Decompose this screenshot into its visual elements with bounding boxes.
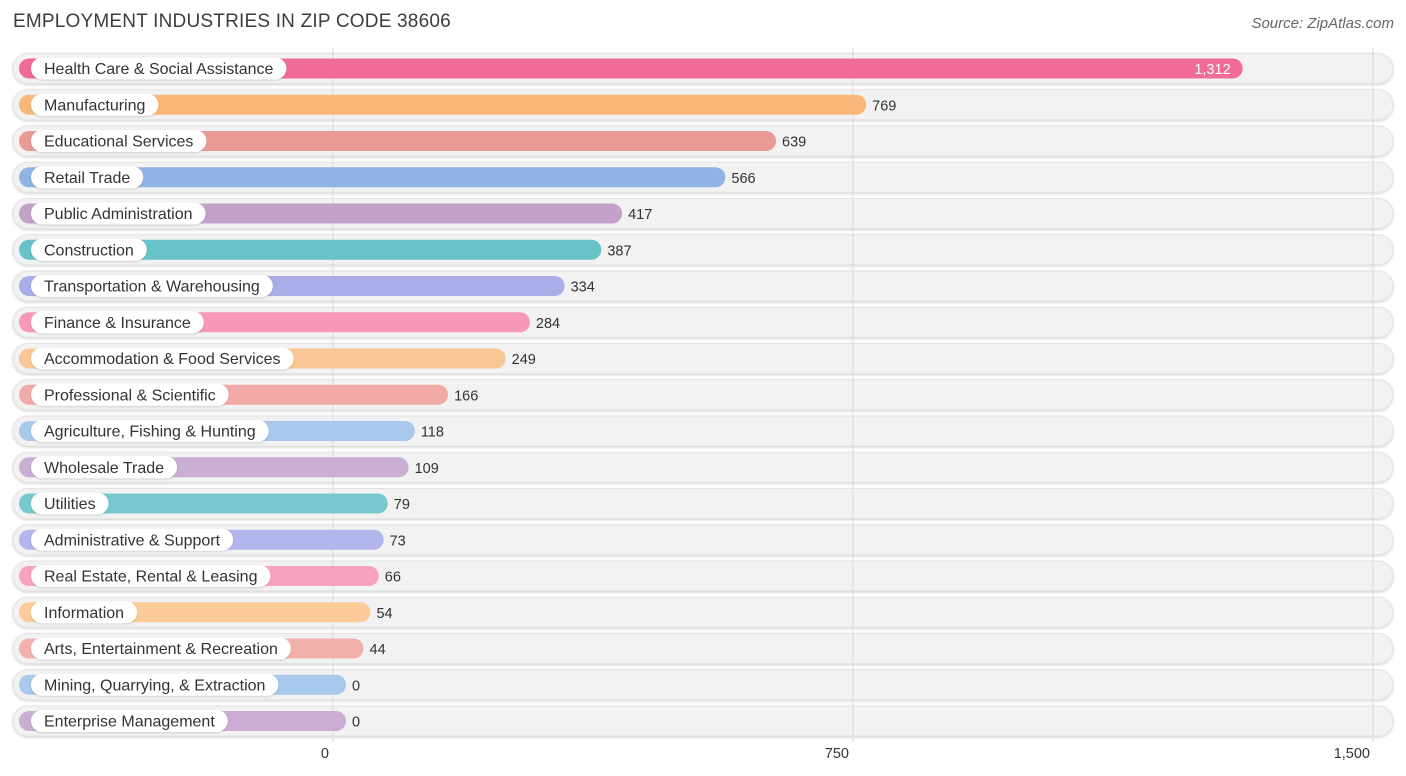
value-label: 44	[370, 642, 386, 658]
value-label: 0	[352, 678, 360, 694]
bar-group: Public Administration 417	[19, 202, 652, 225]
bar-group: Accommodation & Food Services 249	[19, 347, 536, 370]
bar-group: Utilities 79	[19, 492, 410, 515]
value-label: 249	[512, 352, 536, 368]
category-label: Finance & Insurance	[44, 315, 191, 332]
category-label-pill	[31, 710, 228, 732]
value-label: 417	[628, 207, 652, 223]
x-tick-label: 750	[825, 746, 849, 762]
value-label: 166	[454, 388, 478, 404]
bar	[19, 131, 777, 151]
category-label-pill	[31, 130, 207, 152]
category-label-pill	[31, 565, 271, 587]
category-label-pill	[31, 93, 159, 116]
category-label: Accommodation & Food Services	[44, 351, 281, 368]
category-label: Health Care & Social Assistance	[44, 61, 274, 78]
bar-group: Arts, Entertainment & Recreation 44	[19, 637, 386, 660]
category-label-pill	[31, 238, 147, 261]
x-tick-label: 0	[321, 746, 329, 762]
row-background	[12, 705, 1394, 737]
x-tick-label: 1,500	[1334, 746, 1370, 762]
bar-group: Retail Trade 566	[19, 166, 756, 189]
bar-group: Health Care & Social Assistance 1,312	[19, 57, 1243, 80]
category-label-pill	[31, 311, 204, 334]
bar-group: Transportation & Warehousing 334	[19, 275, 595, 297]
category-label-pill	[31, 420, 269, 442]
category-label-pill	[31, 673, 279, 696]
value-label: 284	[536, 316, 560, 332]
category-label: Real Estate, Rental & Leasing	[44, 569, 257, 586]
value-label: 118	[421, 425, 444, 441]
bar-group: Administrative & Support 73	[19, 528, 406, 551]
row-background	[12, 669, 1394, 701]
value-label: 639	[782, 135, 806, 151]
value-label: 66	[385, 570, 401, 586]
value-label: 334	[571, 280, 595, 296]
category-label: Wholesale Trade	[44, 460, 164, 477]
value-label: 387	[607, 243, 631, 259]
category-label: Administrative & Support	[44, 532, 221, 549]
value-label: 1,312	[1194, 62, 1230, 78]
category-label: Retail Trade	[44, 170, 130, 187]
bar-group: Agriculture, Fishing & Hunting 118	[19, 420, 444, 442]
bar-group: Educational Services 639	[19, 130, 806, 152]
category-label: Construction	[44, 242, 134, 259]
category-label-pill	[31, 528, 234, 551]
category-label: Mining, Quarrying, & Extraction	[44, 677, 265, 694]
bar-group: Finance & Insurance 284	[19, 311, 560, 334]
chart-title: EMPLOYMENT INDUSTRIES IN ZIP CODE 38606	[13, 11, 451, 32]
bar	[19, 58, 1243, 79]
value-label: 109	[415, 461, 439, 477]
bar-group: Real Estate, Rental & Leasing 66	[19, 565, 401, 587]
value-label: 54	[376, 606, 392, 622]
bar	[19, 167, 726, 188]
value-label: 79	[394, 497, 410, 513]
value-label: 73	[390, 533, 406, 549]
bar	[19, 94, 867, 115]
value-label: 769	[872, 98, 896, 114]
source-label: Source: ZipAtlas.com	[1251, 15, 1394, 32]
category-label-pill	[31, 383, 229, 406]
bar	[19, 493, 388, 514]
category-label: Agriculture, Fishing & Hunting	[44, 424, 256, 441]
value-label: 0	[352, 715, 360, 731]
category-label: Transportation & Warehousing	[44, 279, 260, 296]
category-label-pill	[31, 202, 206, 225]
bar-group: Manufacturing 769	[19, 93, 896, 116]
category-label: Public Administration	[44, 206, 193, 223]
category-label: Information	[44, 605, 124, 622]
bar	[19, 239, 602, 260]
category-label: Professional & Scientific	[44, 387, 216, 404]
category-label-pill	[31, 347, 294, 370]
category-label: Manufacturing	[44, 97, 145, 114]
bar-group: Information 54	[19, 601, 393, 624]
category-label-pill	[31, 601, 138, 624]
category-label-pill	[31, 456, 178, 479]
value-label: 566	[731, 171, 755, 187]
category-label: Enterprise Management	[44, 714, 215, 731]
category-label: Utilities	[44, 496, 96, 513]
bar-group: Enterprise Management 0	[19, 710, 360, 732]
bar-group: Construction 387	[19, 238, 632, 261]
category-label: Arts, Entertainment & Recreation	[44, 641, 278, 658]
category-label-pill	[31, 637, 291, 660]
category-label-pill	[31, 275, 273, 297]
category-label-pill	[31, 57, 287, 80]
category-label-pill	[31, 492, 109, 515]
bar-group: Mining, Quarrying, & Extraction 0	[19, 673, 360, 696]
category-label: Educational Services	[44, 134, 193, 151]
bar-group: Professional & Scientific 166	[19, 383, 478, 406]
bar-group: Wholesale Trade 109	[19, 456, 439, 479]
category-label-pill	[31, 166, 144, 189]
